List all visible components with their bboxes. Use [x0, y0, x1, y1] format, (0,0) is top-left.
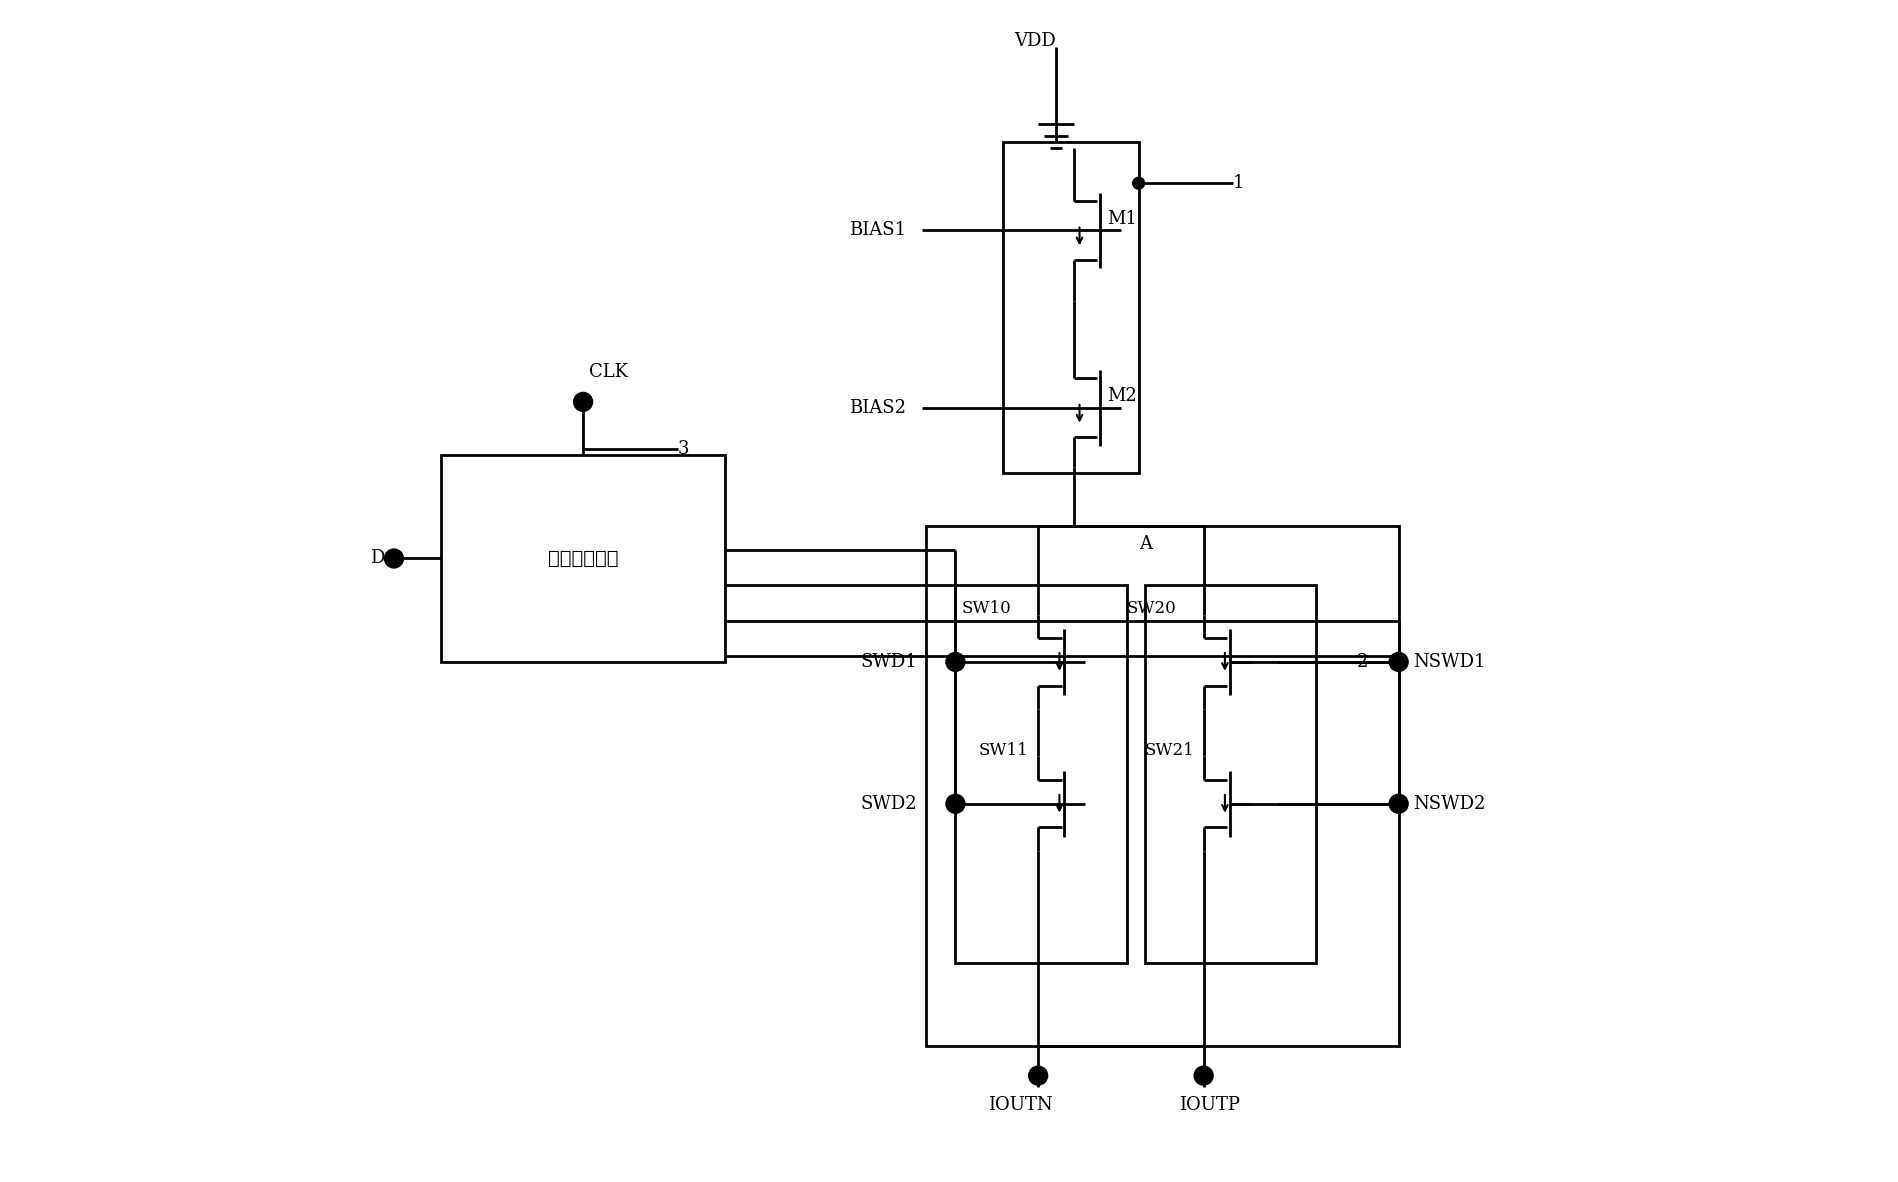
Text: NSWD1: NSWD1	[1412, 652, 1484, 671]
Circle shape	[1389, 652, 1408, 671]
Text: SW21: SW21	[1144, 742, 1194, 759]
Text: 2: 2	[1357, 652, 1368, 671]
Bar	[1002, 142, 1139, 473]
Text: 1: 1	[1232, 174, 1243, 193]
Circle shape	[945, 794, 964, 813]
Text: BIAS1: BIAS1	[848, 221, 905, 240]
Text: M2: M2	[1107, 387, 1135, 405]
Text: SW20: SW20	[1126, 600, 1177, 617]
Bar	[926, 526, 1399, 1046]
Text: M1: M1	[1107, 209, 1137, 228]
Bar	[1144, 585, 1315, 963]
Text: SWD1: SWD1	[860, 652, 917, 671]
Text: SW11: SW11	[979, 742, 1029, 759]
Text: D: D	[370, 550, 385, 567]
Circle shape	[1194, 1066, 1213, 1085]
Text: NSWD2: NSWD2	[1412, 794, 1484, 813]
Bar	[955, 585, 1126, 963]
Text: IOUTN: IOUTN	[987, 1096, 1051, 1115]
Text: SW10: SW10	[960, 600, 1010, 617]
Text: CLK: CLK	[588, 363, 628, 382]
Circle shape	[573, 392, 592, 411]
Text: IOUTP: IOUTP	[1179, 1096, 1239, 1115]
Bar	[440, 455, 725, 662]
Text: A: A	[1139, 534, 1150, 553]
Text: 数字控制模块: 数字控制模块	[547, 550, 619, 567]
Text: SWD2: SWD2	[860, 794, 917, 813]
Text: BIAS2: BIAS2	[848, 398, 905, 417]
Circle shape	[945, 652, 964, 671]
Circle shape	[1029, 1066, 1048, 1085]
Text: 3: 3	[678, 440, 689, 459]
Circle shape	[1389, 794, 1408, 813]
Circle shape	[1131, 177, 1144, 189]
Text: VDD: VDD	[1014, 32, 1055, 51]
Circle shape	[383, 548, 402, 569]
